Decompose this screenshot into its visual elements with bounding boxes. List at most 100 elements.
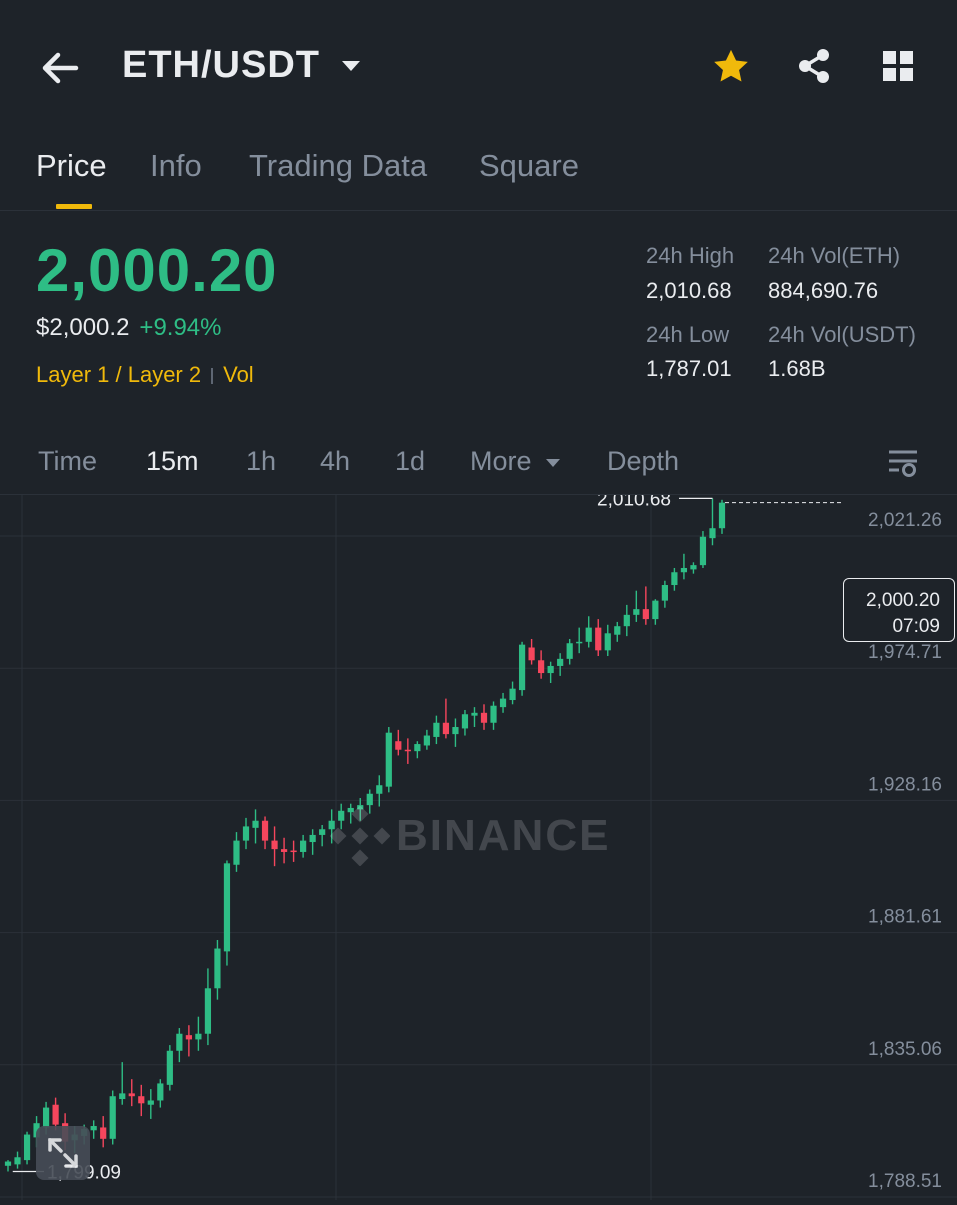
candle-body (633, 609, 640, 615)
tab-square[interactable]: Square (479, 148, 579, 183)
candle-countdown: 07:09 (892, 616, 940, 637)
low-label: 24h Low (646, 322, 730, 347)
candle-body (119, 1093, 126, 1100)
chart-settings-icon (889, 450, 917, 477)
interval-15m[interactable]: 15m (146, 446, 199, 476)
candle-body (461, 714, 469, 729)
high-value: 2,010.68 (646, 278, 732, 303)
candle-body (547, 665, 554, 674)
candle-body (233, 840, 240, 865)
candle-body (166, 1050, 173, 1085)
tab-trading-data[interactable]: Trading Data (249, 148, 428, 183)
interval-time[interactable]: Time (38, 446, 97, 476)
candle-body (214, 948, 221, 989)
candle-body (480, 712, 488, 723)
favorite-button[interactable] (710, 46, 754, 90)
candle-body (309, 834, 316, 843)
candle-body (328, 820, 335, 830)
price-change-percent: +9.94% (139, 314, 222, 341)
vol-eth-label: 24h Vol(ETH) (768, 243, 901, 268)
section-tabs: Price Info Trading Data Square (0, 140, 957, 211)
usd-price: $2,000.2 (36, 314, 130, 341)
y-axis-label: 1,788.51 (868, 1171, 942, 1192)
back-button[interactable] (36, 44, 84, 92)
candle-body (642, 609, 649, 620)
candle-body (366, 793, 373, 806)
interval-4h[interactable]: 4h (320, 446, 351, 476)
candle-body (252, 820, 259, 828)
chevron-down-icon (545, 458, 560, 467)
candle-body (147, 1100, 154, 1105)
favorite-star-icon (714, 49, 748, 82)
candle-body (157, 1083, 164, 1101)
interval-bar: Time 15m 1h 4h 1d More Depth (0, 430, 957, 495)
back-arrow-icon (42, 52, 79, 84)
grid-menu-icon (883, 51, 913, 81)
y-axis-label: 1,974.71 (868, 642, 942, 663)
y-axis-label: 1,835.06 (868, 1039, 942, 1060)
candle-body (623, 614, 630, 627)
more-menu-button[interactable] (878, 46, 922, 90)
current-price-label[interactable]: 2,000.20 07:09 (843, 578, 955, 642)
chart-settings-button[interactable] (887, 448, 919, 485)
candle-body (385, 732, 392, 787)
interval-1h[interactable]: 1h (246, 446, 277, 476)
tag-vol[interactable]: Vol (223, 362, 254, 387)
candle-body (404, 749, 411, 752)
candle-body (585, 627, 592, 642)
candle-body (128, 1093, 135, 1097)
share-icon (799, 49, 829, 83)
candle-body (357, 805, 364, 810)
pair-name: ETH/USDT (122, 44, 320, 86)
candle-body (376, 785, 383, 794)
candle-body (699, 536, 707, 566)
candle-body (690, 565, 697, 570)
candle-body (300, 840, 307, 852)
price-subline: $2,000.2 +9.94% (36, 314, 222, 342)
candle-body (100, 1127, 107, 1139)
candle-body (14, 1157, 21, 1165)
category-tags: Layer 1 / Layer 2 Vol (36, 362, 254, 388)
candle-body (499, 698, 507, 708)
high-label: 24h High (646, 243, 735, 268)
candle-body (280, 849, 288, 852)
candle-body (452, 727, 459, 735)
binance-watermark: BINANCE (330, 806, 610, 866)
candle-body (138, 1096, 145, 1104)
candle-body (661, 585, 668, 601)
tab-price[interactable]: Price (36, 148, 107, 183)
fullscreen-button[interactable] (36, 1126, 90, 1180)
candle-body (518, 644, 526, 691)
vol-usdt-label: 24h Vol(USDT) (768, 322, 916, 347)
pair-selector[interactable]: ETH/USDT (122, 44, 360, 87)
candle-body (576, 641, 583, 644)
interval-depth[interactable]: Depth (607, 446, 680, 476)
candle-body (614, 626, 621, 635)
candle-body (528, 647, 535, 661)
interval-1d[interactable]: 1d (395, 446, 426, 476)
share-button[interactable] (794, 46, 838, 90)
candle-body (23, 1134, 31, 1161)
candle-body (680, 567, 688, 573)
candle-body (271, 840, 278, 850)
interval-more[interactable]: More (470, 446, 560, 477)
candle-body (338, 810, 345, 821)
current-price-value: 2,000.20 (866, 590, 940, 611)
tag-layer[interactable]: Layer 1 / Layer 2 (36, 362, 202, 387)
tab-info[interactable]: Info (150, 148, 202, 183)
y-axis-label: 1,881.61 (868, 907, 942, 928)
candle-body (490, 705, 497, 723)
candle-body (433, 722, 440, 737)
y-axis-label: 1,928.16 (868, 774, 942, 795)
candle-body (223, 863, 231, 952)
y-axis-label: 2,021.26 (868, 510, 942, 531)
candle-body (52, 1104, 59, 1125)
candle-body (347, 807, 354, 813)
candle-body (290, 850, 297, 853)
high-marker-label: 2,010.68 (597, 495, 671, 510)
candle-body (4, 1161, 12, 1166)
tag-divider (211, 368, 214, 385)
candle-body (509, 688, 516, 701)
candle-body (604, 633, 611, 651)
candle-body (566, 643, 573, 659)
